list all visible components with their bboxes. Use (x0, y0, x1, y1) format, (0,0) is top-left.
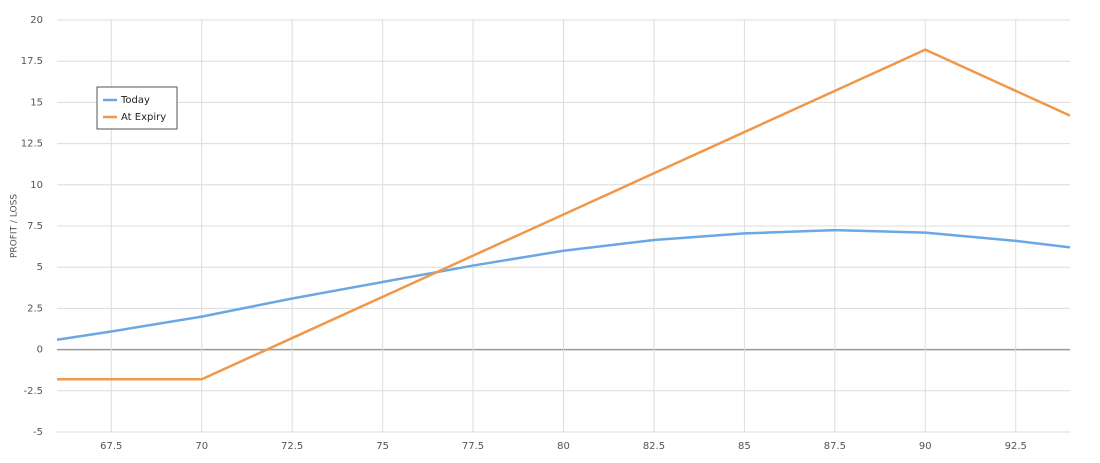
y-tick-label: -2.5 (23, 386, 43, 397)
y-tick-label: 0 (37, 345, 43, 356)
y-tick-label: -5 (33, 427, 43, 438)
legend-label: At Expiry (121, 112, 166, 123)
y-tick-label: 2.5 (27, 303, 43, 314)
x-tick-label: 92.5 (1005, 441, 1027, 452)
x-tick-label: 90 (919, 441, 932, 452)
legend-box (96, 86, 178, 130)
x-tick-label: 87.5 (824, 441, 846, 452)
y-tick-label: 17.5 (21, 56, 43, 67)
y-tick-label: 5 (37, 262, 43, 273)
x-tick-label: 67.5 (100, 441, 122, 452)
y-tick-label: 20 (30, 15, 43, 26)
y-tick-label: 15 (30, 97, 43, 108)
y-tick-label: 7.5 (27, 221, 43, 232)
legend-label: Today (120, 95, 150, 106)
y-tick-label: 10 (30, 180, 43, 191)
y-tick-label: 12.5 (21, 139, 43, 150)
x-tick-label: 72.5 (281, 441, 303, 452)
x-tick-label: 85 (738, 441, 751, 452)
x-tick-label: 82.5 (643, 441, 665, 452)
x-tick-label: 75 (376, 441, 389, 452)
x-tick-label: 70 (195, 441, 208, 452)
x-tick-label: 77.5 (462, 441, 484, 452)
x-tick-label: 80 (557, 441, 570, 452)
series-line (57, 48, 1071, 381)
y-axis-label: PROFIT / LOSS (10, 194, 20, 258)
series-line (56, 228, 1071, 341)
